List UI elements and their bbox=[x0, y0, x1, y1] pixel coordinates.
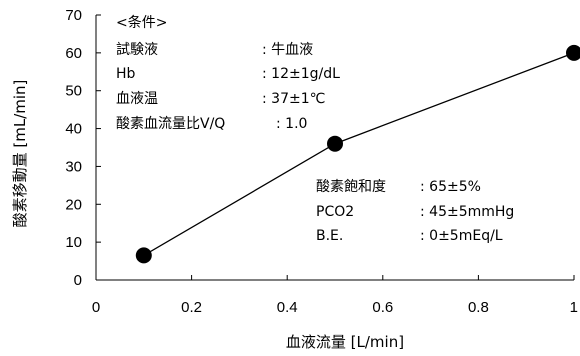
x-tick-label: 1 bbox=[570, 299, 578, 316]
y-ticks: 0 10 20 30 40 50 60 70 bbox=[65, 7, 101, 289]
y-tick-label: 20 bbox=[65, 196, 82, 213]
condition-label: Hb bbox=[116, 66, 136, 82]
x-tick-label: 0.4 bbox=[277, 299, 298, 316]
y-tick-label: 60 bbox=[65, 45, 82, 62]
y-tick-label: 0 bbox=[74, 272, 82, 289]
x-tick-label: 0.8 bbox=[468, 299, 489, 316]
condition-label: 試験液 bbox=[116, 42, 158, 58]
x-ticks: 0 0.2 0.4 0.6 0.8 1 bbox=[92, 275, 578, 316]
annotation-value: : 65±5% bbox=[420, 179, 481, 195]
series-line bbox=[143, 52, 575, 256]
condition-value: : 12±1g/dL bbox=[262, 66, 340, 82]
data-point bbox=[566, 44, 580, 61]
x-tick-label: 0.6 bbox=[372, 299, 393, 316]
x-tick-label: 0 bbox=[92, 299, 100, 316]
conditions-annotation: <条件> 試験液 : 牛血液 Hb : 12±1g/dL 血液温 : 37±1℃… bbox=[116, 14, 340, 132]
y-tick-label: 50 bbox=[65, 83, 82, 100]
annotation-value: : 45±5mmHg bbox=[420, 204, 514, 220]
condition-label: 酸素血流量比V/Q bbox=[116, 116, 225, 132]
y-tick-label: 10 bbox=[65, 234, 82, 251]
y-tick-label: 40 bbox=[65, 121, 82, 138]
data-point bbox=[327, 135, 343, 152]
series bbox=[135, 44, 580, 264]
conditions-heading: <条件> bbox=[116, 14, 167, 31]
annotation-label: PCO2 bbox=[316, 204, 354, 220]
x-axis-label: 血液流量 [L/min] bbox=[286, 333, 404, 351]
condition-value: : 1.0 bbox=[276, 116, 307, 132]
y-tick-label: 30 bbox=[65, 158, 82, 175]
condition-value: : 牛血液 bbox=[262, 42, 313, 58]
condition-label: 血液温 bbox=[116, 91, 158, 107]
x-tick-label: 0.2 bbox=[181, 299, 202, 316]
data-point bbox=[135, 247, 152, 264]
annotation-label: B.E. bbox=[316, 228, 343, 244]
axes bbox=[95, 15, 574, 281]
annotation-label: 酸素飽和度 bbox=[316, 178, 386, 195]
annotation-value: : 0±5mEq/L bbox=[420, 228, 503, 244]
gas-annotation: 酸素飽和度 : 65±5% PCO2 : 45±5mmHg B.E. : 0±5… bbox=[316, 178, 514, 244]
y-axis-label: 酸素移動量 [mL/min] bbox=[11, 80, 29, 228]
y-tick-label: 70 bbox=[65, 7, 82, 24]
condition-value: : 37±1℃ bbox=[262, 91, 325, 107]
